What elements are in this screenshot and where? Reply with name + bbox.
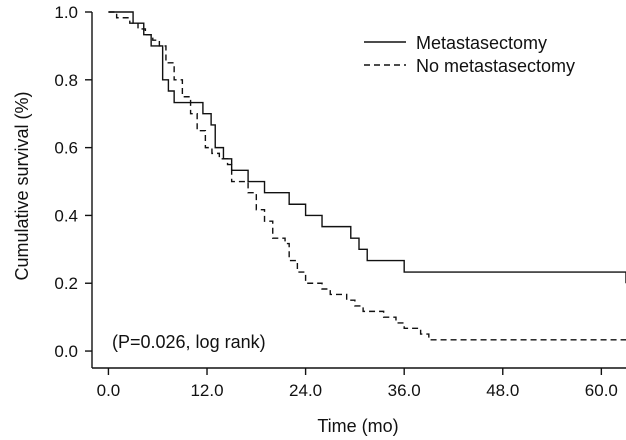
- y-axis-title: Cumulative survival (%): [12, 91, 32, 280]
- series-line-no-metastasectomy: [108, 11, 626, 341]
- legend-label-no-metastasectomy: No metastasectomy: [416, 56, 575, 76]
- y-tick-label: 0.0: [54, 342, 78, 361]
- y-ticks: 0.0 0.2 0.4 0.6 0.8 1.0: [54, 3, 92, 361]
- x-tick-label: 36.0: [388, 381, 421, 400]
- x-tick-label: 12.0: [190, 381, 223, 400]
- x-tick-label: 60.0: [585, 381, 618, 400]
- series-line-metastasectomy: [108, 11, 626, 284]
- y-tick-label: 0.8: [54, 71, 78, 90]
- legend: Metastasectomy No metastasectomy: [364, 33, 575, 76]
- y-tick-label: 0.2: [54, 274, 78, 293]
- y-tick-label: 1.0: [54, 3, 78, 22]
- x-tick-label: 0.0: [97, 381, 121, 400]
- p-value-annotation: (P=0.026, log rank): [112, 332, 266, 352]
- x-tick-label: 48.0: [486, 381, 519, 400]
- axes: [91, 12, 626, 369]
- x-axis-title: Time (mo): [317, 416, 398, 436]
- x-ticks: 0.0 12.0 24.0 36.0 48.0 60.0: [97, 368, 618, 400]
- series-layer: [108, 11, 626, 341]
- x-tick-label: 24.0: [289, 381, 322, 400]
- y-tick-label: 0.4: [54, 206, 78, 225]
- legend-label-metastasectomy: Metastasectomy: [416, 33, 547, 53]
- y-tick-label: 0.6: [54, 139, 78, 158]
